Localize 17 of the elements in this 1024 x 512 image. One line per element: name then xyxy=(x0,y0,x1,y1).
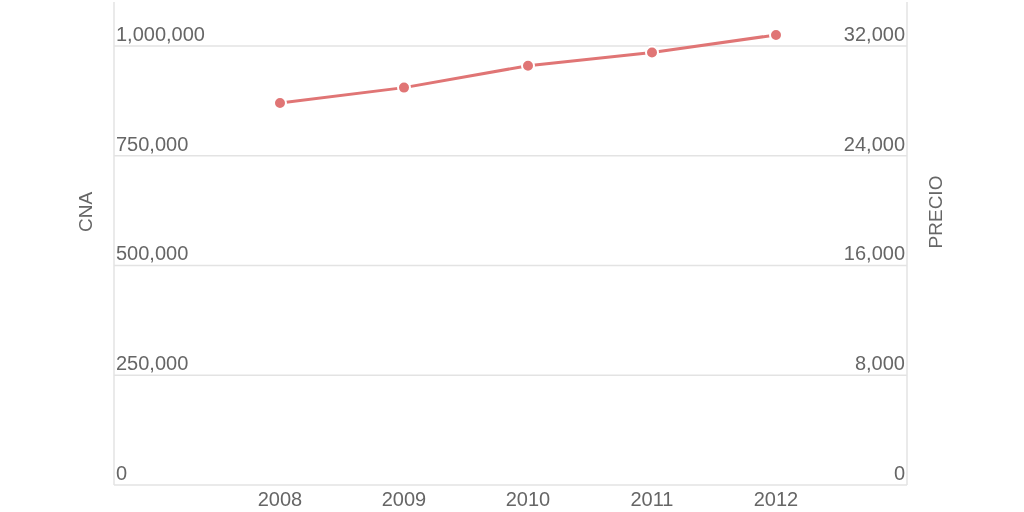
y-axis-title: CNA xyxy=(75,191,96,233)
y2-tick-label: 24,000 xyxy=(843,132,905,155)
x-tick-label: 2011 xyxy=(630,488,674,510)
y2-tick-label: 16,000 xyxy=(843,242,905,265)
x-tick-label: 2010 xyxy=(505,488,551,510)
x-tick-label: 2008 xyxy=(257,488,303,510)
y2-axis-title: PRECIO xyxy=(925,175,946,249)
y2-tick-label: 8,000 xyxy=(854,352,905,375)
x-tick-label: 2009 xyxy=(381,488,427,510)
x-tick-label: 2012 xyxy=(753,488,799,510)
y-tick-label: 250,000 xyxy=(116,352,189,375)
y-tick-label: 0 xyxy=(116,462,128,484)
y2-tick-label: 0 xyxy=(893,462,905,484)
y-tick-label: 1,000,000 xyxy=(116,22,205,45)
y-tick-label: 750,000 xyxy=(116,132,189,155)
y-tick-label: 500,000 xyxy=(116,242,189,265)
y2-tick-label: 32,000 xyxy=(843,22,905,45)
